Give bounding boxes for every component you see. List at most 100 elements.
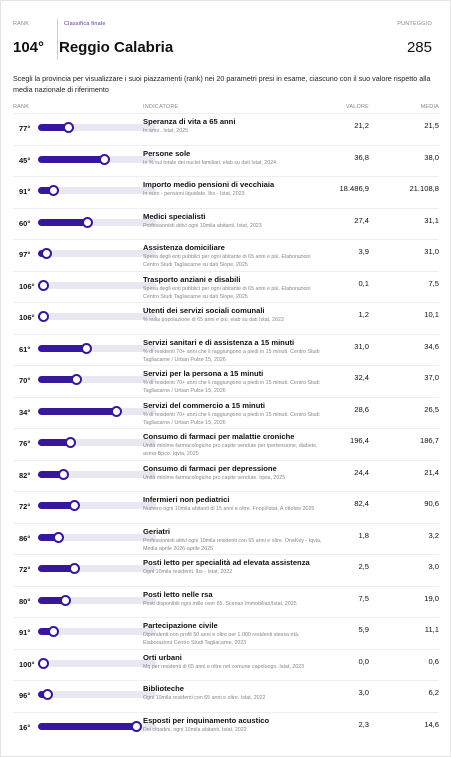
indicator-note: % di residenti 70+ anni che li raggiungo… xyxy=(143,348,320,363)
rank-track xyxy=(38,563,156,574)
value: 31,0 xyxy=(354,341,369,351)
table-row: 60° Medici specialisti Professionisti atti… xyxy=(13,207,439,240)
rank: 100° xyxy=(19,659,35,669)
average: 21,4 xyxy=(424,467,439,477)
rank-track xyxy=(38,720,156,732)
rank-track xyxy=(38,689,156,700)
rank-knob xyxy=(82,216,94,228)
rank-knob xyxy=(60,594,72,606)
value: 21,2 xyxy=(354,121,369,130)
average: 186,7 xyxy=(419,436,439,445)
value: 196,4 xyxy=(349,436,369,445)
value: 32,4 xyxy=(354,373,369,382)
rank-knob xyxy=(47,185,59,196)
column-header: VALORE xyxy=(345,104,369,110)
rank: 45° xyxy=(19,155,31,165)
indicator-title: Orti urbani xyxy=(143,652,182,662)
indicator-title: Servizi sanitari e di assistenza a 15 mi… xyxy=(143,337,295,347)
rank-knob xyxy=(42,689,54,700)
rank: 72° xyxy=(19,565,31,574)
value: 1,8 xyxy=(358,530,369,540)
indicator-note: % sulla popolazione di 65 anni e più. el… xyxy=(143,317,284,323)
rank: 91° xyxy=(19,628,31,637)
rank-track xyxy=(38,626,156,637)
value: 24,4 xyxy=(354,467,369,477)
rank-bar xyxy=(38,218,91,226)
indicator-title: Medici specialisti xyxy=(143,211,206,221)
table-row: 61° Servizi sanitari e di assistenza a 15… xyxy=(13,333,439,366)
rank-track xyxy=(38,405,156,417)
rank: 70° xyxy=(19,376,31,385)
rank-track xyxy=(38,185,156,196)
rank-bar xyxy=(38,722,140,730)
value: 3,9 xyxy=(358,247,369,256)
rank-track xyxy=(38,657,156,669)
average: 34,6 xyxy=(424,341,439,351)
rank-knob xyxy=(71,374,83,385)
column-header: RANK xyxy=(13,104,30,110)
average: 10,1 xyxy=(424,310,439,319)
indicator-note: Spesa degli enti pubblici per ogni abita… xyxy=(143,285,311,300)
rank-track xyxy=(38,594,156,606)
average: 3,0 xyxy=(428,562,439,571)
table-row: 45° Persone sole In % sul totale dei nucle… xyxy=(13,144,439,177)
table-row: 96° Biblioteche Ogni 10mila residenti con … xyxy=(13,680,439,712)
rank: 86° xyxy=(19,533,31,543)
table-row: 76° Consumo di farmaci per malattie croni… xyxy=(13,428,439,460)
rank-track xyxy=(38,468,156,480)
table-row: 106° Utenti dei servizi sociali comunali%… xyxy=(13,302,439,334)
table-body: 77° Speranza di vita a 65 anni In anni . I… xyxy=(13,113,439,743)
rank-track xyxy=(38,279,156,291)
header: RANK Classifica finale PUNTEGGIO 104° Re… xyxy=(13,19,432,67)
indicator-note: % di residenti 70+ anni che li raggiungo… xyxy=(143,411,320,426)
rank-knob xyxy=(63,122,75,133)
overall-rank: 104° xyxy=(13,39,45,56)
rank: 91° xyxy=(19,187,31,196)
rank-bar xyxy=(38,628,56,635)
rank-bar xyxy=(38,187,56,194)
indicator-note: Posti disponibili ogni mille over 65. Sc… xyxy=(143,600,297,607)
rank-track xyxy=(38,311,156,322)
indicator-note: In % sul totale dei nuclei familiari. el… xyxy=(143,159,277,166)
indicator-title: Infermieri non pediatrici xyxy=(143,495,230,504)
rank: 34° xyxy=(19,407,31,417)
value: 82,4 xyxy=(354,499,369,508)
indicator-title: Consumo di farmaci per malattie croniche xyxy=(143,432,295,441)
rank-bar xyxy=(38,470,66,478)
value: 3,0 xyxy=(358,688,369,697)
indicator-note: Dipendenti non profit 50 anni e oltre pe… xyxy=(143,632,300,646)
rank: 97° xyxy=(19,250,31,259)
average: 19,0 xyxy=(424,593,439,603)
rank-track xyxy=(38,437,156,448)
table-header: RANK INDICATORE VALORE MEDIA xyxy=(13,104,439,112)
indicator-title: Partecipazione civile xyxy=(143,621,218,630)
indicator-title: Esposti per inquinamento acustico xyxy=(143,715,270,725)
indicator-title: Assistenza domiciliare xyxy=(143,243,225,252)
table-row: 100° Orti urbani Mq per residenti di 65 an… xyxy=(13,648,439,681)
tab-label[interactable]: Classifica finale xyxy=(57,19,106,59)
indicator-note: In euro - pensioni liquidate. Ibs - Ista… xyxy=(143,191,245,197)
indicator-note: Ogni 10mila residenti con 65 anni e oltr… xyxy=(143,695,266,701)
rank-track xyxy=(38,248,156,259)
indicator-note: Professionisti attivi ogni 10mila reside… xyxy=(143,537,322,552)
table-row: 77° Speranza di vita a 65 anni In anni . I… xyxy=(13,113,439,145)
table-row: 86° Geriatri Professionisti attivi ogni 10… xyxy=(13,522,439,555)
average: 11,1 xyxy=(424,625,439,634)
rank-knob xyxy=(38,657,49,669)
indicator-title: Biblioteche xyxy=(143,684,184,693)
table-row: 106° Trasporto anziani e disabili Spesa de… xyxy=(13,270,439,303)
indicator-title: Servizi per la persona a 15 minuti xyxy=(143,369,264,378)
indicator-note: Unità minime farmacologiche pro capite v… xyxy=(143,474,286,481)
rank-bar xyxy=(38,439,73,446)
rank-track xyxy=(38,531,156,543)
rank: 77° xyxy=(19,124,31,133)
rank-bar xyxy=(38,124,72,131)
value: 2,3 xyxy=(358,719,369,729)
indicator-title: Speranza di vita a 65 anni xyxy=(143,117,236,126)
rank: 60° xyxy=(19,218,31,228)
indicator-note: In anni . Istat, 2025 xyxy=(143,128,189,134)
table-row: 91° Importo medio pensioni di vecchiaia In… xyxy=(13,176,439,208)
province[interactable]: Reggio Calabria xyxy=(59,39,174,56)
rank-bar xyxy=(38,376,80,383)
